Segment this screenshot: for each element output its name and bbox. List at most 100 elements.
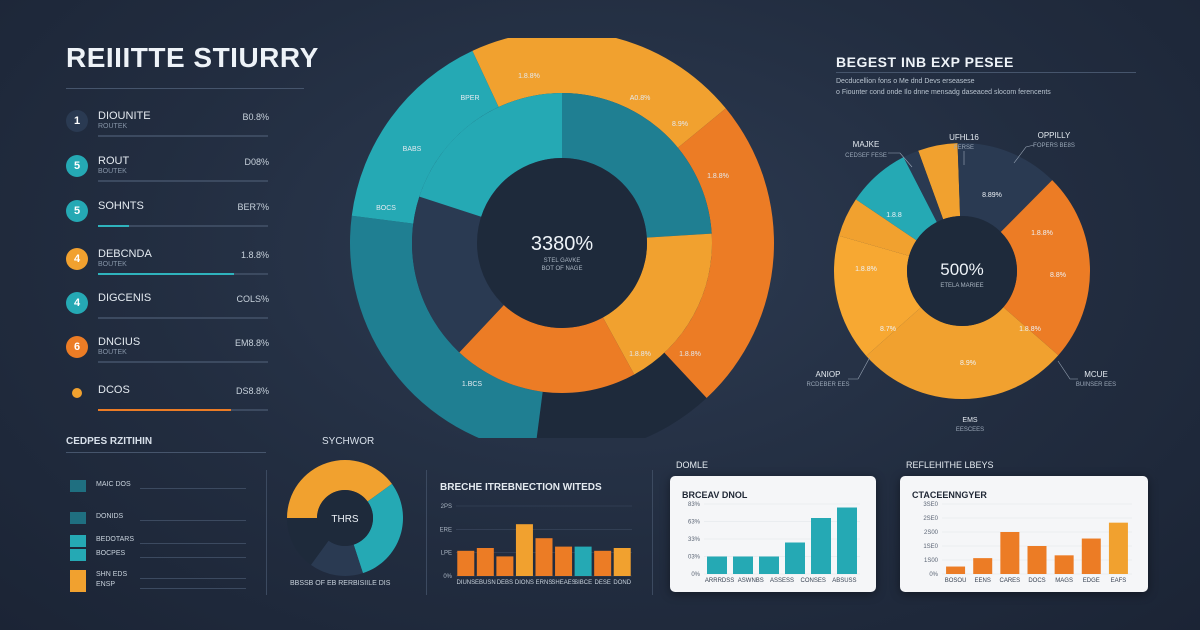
- right-pie-label: 1.8.8: [886, 212, 902, 219]
- sidebar-item-sub: BOUTEK: [98, 168, 127, 175]
- card1: BRCEAV DNOL 83% 63% 33% 03% 0% ARRRDSS ASWNBS A…: [670, 476, 876, 592]
- card1-title: BRCEAV DNOL: [682, 490, 748, 500]
- main-donut-label: A0.8%: [630, 95, 651, 102]
- card2-xlabel: DOCS: [1028, 578, 1045, 584]
- legend-line: [140, 557, 246, 558]
- legend-label: DONIDS: [96, 513, 124, 520]
- main-donut-label: 8.9%: [672, 121, 688, 128]
- bottom-chart-bar-4: [535, 538, 553, 576]
- legend-line: [140, 520, 246, 521]
- card2-xlabel: MAGS: [1055, 578, 1073, 584]
- sidebar-item[interactable]: 6 DNCIUS BOUTEK EM8.8%: [66, 336, 271, 366]
- card2-title: CTACEENNGYER: [912, 490, 987, 500]
- sidebar-item[interactable]: DCOS DS8.8%: [66, 384, 271, 414]
- legend-item: MAIC DOS: [70, 480, 246, 494]
- vertical-divider: [266, 470, 267, 595]
- sidebar-item[interactable]: 4 DEBCNDA BOUTEK 1.8.8%: [66, 248, 271, 278]
- legend-label: SHN EDS: [96, 571, 128, 578]
- right-pie-label: 1.8.8%: [855, 266, 877, 273]
- bottom-chart-bar-6: [574, 546, 592, 576]
- sidebar-item-badge: 5: [66, 200, 88, 222]
- bottom-chart-ytick: LPE: [441, 551, 452, 557]
- legend-line: [140, 588, 246, 589]
- callout-sub: CEDSEF FESE: [845, 153, 887, 159]
- main-donut-label: BOCS: [376, 205, 396, 212]
- main-donut-label: 1.8.8%: [518, 73, 540, 80]
- main-donut-label: 1.8.8%: [679, 351, 701, 358]
- right-pie-label: 1.8.8%: [1031, 230, 1053, 237]
- card2-bar-0: [946, 566, 966, 574]
- right-pie-label: 8.7%: [880, 326, 896, 333]
- sidebar-item-label: ROUT: [98, 155, 130, 167]
- main-donut-center-sub1: STEL GAVKE: [544, 258, 581, 264]
- bottom-chart-xlabel: DESE: [594, 580, 610, 586]
- callout-aniop: ANIOP RCDEBER EES: [806, 356, 871, 388]
- right-pie-label: 1.8.8%: [1019, 326, 1041, 333]
- main-donut-label: 1.BCS: [462, 381, 483, 388]
- sidebar-item[interactable]: 1 DIOUNITE ROUTEK B0.8%: [66, 110, 271, 140]
- sidebar-item-badge: 4: [66, 248, 88, 270]
- card1-bar-4: [811, 518, 831, 574]
- card2-bar-4: [1054, 555, 1074, 574]
- legend-item: BOCPES: [70, 549, 246, 563]
- bottom-chart-xlabel: ERNS: [536, 580, 553, 586]
- callout-title: EMS: [962, 417, 978, 424]
- right-pie-center-sub: ETELA MARIEE: [940, 283, 983, 289]
- main-donut-inner-slice-3: [411, 196, 504, 353]
- vertical-divider-2: [426, 470, 427, 595]
- legend-swatch: [70, 570, 86, 582]
- sidebar-item[interactable]: 4 DIGCENIS COLS%: [66, 292, 271, 322]
- right-pie-slice-5: [838, 199, 917, 256]
- callout-title: OPPILLY: [1038, 131, 1071, 140]
- bottom-chart-bar-3: [515, 524, 533, 576]
- card2-bar-1: [973, 558, 993, 574]
- sidebar-item-badge: 4: [66, 292, 88, 314]
- sidebar-item-value: EM8.8%: [234, 338, 269, 348]
- card1-header: DOMLE: [676, 460, 709, 470]
- right-pie-chart: 500% ETELA MARIEE 1.8.8 8.89% 1.8.8% 8.8% 1.…: [806, 131, 1116, 433]
- legend-label: BEDOTARS: [96, 536, 134, 543]
- legend-line: [140, 578, 246, 579]
- card2-xlabel: EAFS: [1111, 578, 1127, 584]
- main-donut-outer-slice-4: [351, 50, 499, 224]
- card1-xlabel: ARRRDSS: [705, 578, 734, 584]
- sidebar-item[interactable]: 5 SOHNTS BER7%: [66, 200, 271, 230]
- card2-ytick: 3SE0: [923, 502, 938, 508]
- sidebar-item-track: [98, 180, 268, 182]
- card1-ytick: 0%: [691, 572, 700, 578]
- sidebar-item-fill: [98, 225, 129, 227]
- bottom-chart-title: BRECHE ITREBNECTION WITEDS: [440, 482, 602, 493]
- main-donut-hole: [477, 158, 647, 328]
- sidebar-item-fill: [98, 409, 231, 411]
- legend-block-title: CEDPES RZITIHIN: [66, 436, 153, 447]
- right-pie-slice-6: [855, 157, 937, 241]
- main-donut-chart: 3380% STEL GAVKE BOT OF NAGE 1.8.8% BPER B…: [350, 38, 774, 438]
- card1-bar-5: [837, 507, 857, 574]
- main-donut-inner-slice-1: [602, 233, 712, 375]
- small-donut-slice-0: [287, 460, 392, 518]
- legend-swatch: [70, 535, 86, 547]
- legend-item: BEDOTARS: [70, 535, 246, 549]
- right-desc-line1: Decducellion fons o Me dnd Devs erseases…: [836, 78, 975, 85]
- legend-item: ENSP: [70, 580, 246, 594]
- card2-bar-6: [1108, 522, 1128, 574]
- right-pie-slice-0: [918, 143, 961, 220]
- legend-label: MAIC DOS: [96, 481, 131, 488]
- right-pie-label: 8.89%: [982, 192, 1002, 199]
- card1-ytick: 83%: [688, 502, 701, 508]
- card2-xlabel: BOSOU: [945, 578, 967, 584]
- sidebar-item-badge: 6: [66, 336, 88, 358]
- sidebar-item-value: COLS%: [236, 294, 269, 304]
- right-pie-hole: [907, 216, 1017, 326]
- main-donut-outer-slice-1: [664, 108, 774, 399]
- small-donut-slice-2: [310, 540, 363, 576]
- page-title: REIIITTE STIURRY: [66, 42, 319, 73]
- sidebar-item-sub: BOUTEK: [98, 261, 127, 268]
- main-donut-label: 1.8.8%: [629, 351, 651, 358]
- bottom-chart-bar-2: [496, 556, 514, 576]
- sidebar-item[interactable]: 5 ROUT BOUTEK D08%: [66, 155, 271, 185]
- right-pie-slice-7: [903, 150, 944, 223]
- right-pie-slice-3: [866, 307, 1059, 399]
- legend-label: BOCPES: [96, 550, 126, 557]
- callout-sub: BUINSER EES: [1076, 382, 1116, 388]
